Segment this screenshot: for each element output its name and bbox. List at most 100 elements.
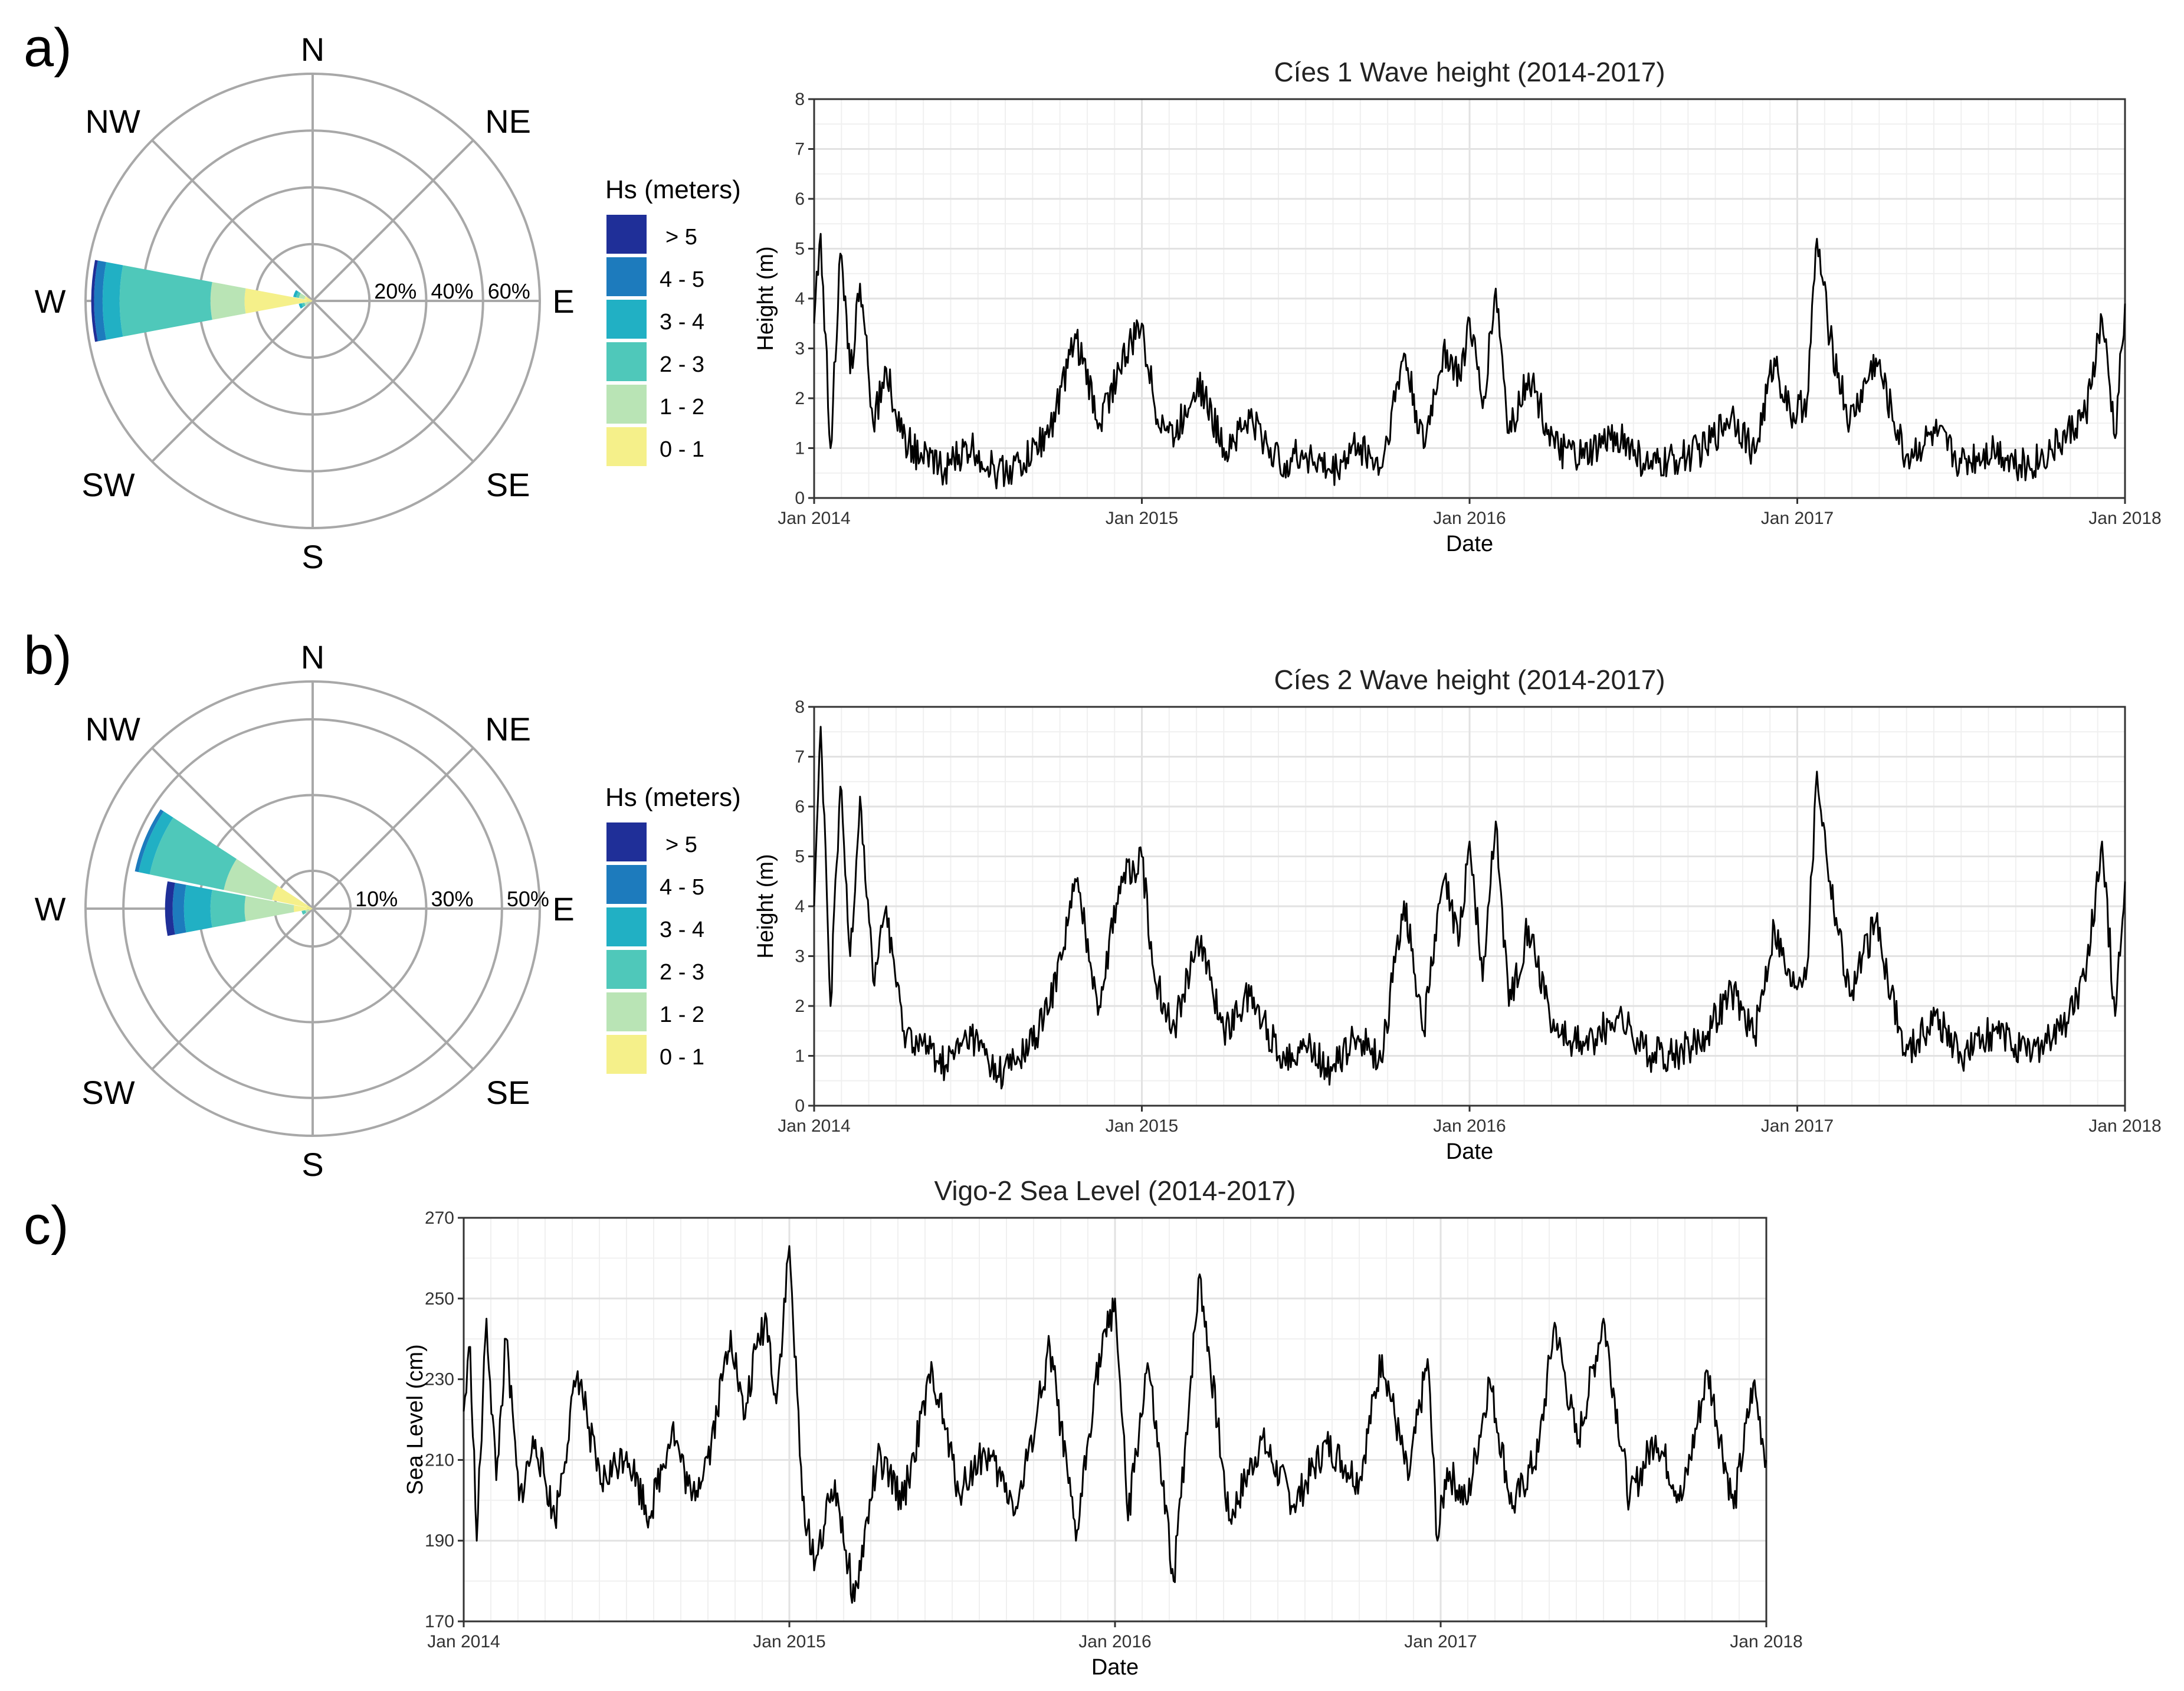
rose-ring-label: 10% [355, 887, 398, 911]
rose-spoke [151, 747, 314, 910]
y-tick-label: 7 [795, 748, 805, 767]
wave-height-chart-cies2: 0 1 2 3 4 5 6 7 8 Jan 2014 Jan 2015 Jan 2016 Jan 201… [753, 664, 2162, 1164]
rose-sector-w [210, 889, 246, 928]
compass-nw: NW [86, 710, 140, 748]
legend-label: 3 - 4 [660, 310, 704, 335]
series-line [813, 232, 2126, 490]
rose-spoke [311, 300, 474, 463]
legend-title: Hs (meters) [605, 783, 741, 812]
x-tick-label: Jan 2014 [778, 1116, 850, 1136]
x-tick-label: Jan 2014 [427, 1632, 500, 1651]
legend-swatch-gt5 [606, 215, 647, 254]
rose-spoke [151, 300, 314, 463]
legend-swatch-4-5 [606, 865, 647, 904]
rose-sector-wnw [149, 817, 237, 890]
legend-swatch-3-4 [606, 907, 647, 946]
legend-label: 0 - 1 [660, 1045, 704, 1070]
rose-spoke [311, 907, 474, 1070]
y-tick-label: 170 [425, 1612, 454, 1631]
legend-swatch-2-3 [606, 950, 647, 989]
legend-swatch-0-1 [606, 1035, 647, 1074]
y-tick-label: 2 [795, 997, 805, 1016]
x-tick-label: Jan 2018 [1730, 1632, 1802, 1651]
legend-label: 2 - 3 [660, 960, 704, 985]
y-tick-label: 250 [425, 1289, 454, 1309]
wave-height-chart-cies1: 0 1 2 3 4 5 6 7 8 Jan 2014 Jan 2015 Jan 2016 Jan 201… [753, 57, 2162, 556]
rose-sector-w [244, 288, 313, 314]
legend-label: 4 - 5 [660, 267, 704, 292]
sea-level-chart-vigo2: 170 190 210 230 250 270 Jan 2014 Jan 2015 Jan 20… [403, 1175, 1803, 1680]
rose-sector-w [102, 262, 123, 340]
y-tick-label: 8 [795, 90, 805, 109]
y-axis-title: Height (m) [753, 246, 778, 350]
rose-sector-wnw [138, 811, 173, 875]
panel-label-c: c) [24, 1195, 69, 1256]
legend-swatch-3-4 [606, 300, 647, 339]
y-tick-label: 5 [795, 240, 805, 259]
rose-ring-label: 40% [431, 279, 474, 303]
legend-b: Hs (meters) > 5 4 - 5 3 - 4 2 - 3 1 - 2 … [605, 783, 741, 1074]
rose-spoke [151, 907, 314, 1070]
rose-sector-wnw [299, 293, 306, 300]
compass-s: S [301, 1146, 323, 1183]
compass-e: E [552, 283, 574, 320]
rose-sector-wnw [135, 809, 164, 873]
panel-label-b: b) [24, 625, 72, 686]
compass-w: W [35, 283, 66, 320]
x-tick-label: Jan 2018 [2088, 509, 2161, 528]
rose-sector-w [119, 265, 212, 337]
legend-swatch-gt5 [606, 822, 647, 861]
x-tick-label: Jan 2017 [1404, 1632, 1477, 1651]
x-tick-label: Jan 2016 [1433, 509, 1506, 528]
legend-swatch-4-5 [606, 257, 647, 296]
legend-title: Hs (meters) [605, 175, 741, 204]
y-tick-label: 3 [795, 339, 805, 359]
chart-title: Vigo-2 Sea Level (2014-2017) [934, 1175, 1296, 1206]
rose-sector-wnw [271, 886, 313, 909]
y-tick-label: 1 [795, 1047, 805, 1066]
y-tick-label: 270 [425, 1208, 454, 1228]
legend-label: 4 - 5 [660, 875, 704, 900]
y-tick-label: 210 [425, 1450, 454, 1470]
y-tick-label: 8 [795, 697, 805, 717]
y-tick-label: 1 [795, 439, 805, 458]
y-tick-label: 3 [795, 947, 805, 966]
rose-sector-wsw [301, 910, 307, 915]
series-line [463, 1245, 1767, 1604]
plot-border [813, 98, 2126, 499]
series-line [813, 726, 2126, 1090]
rose-sector-wnw [293, 290, 299, 298]
compass-ne: NE [485, 103, 531, 140]
y-tick-label: 6 [795, 189, 805, 209]
compass-ne: NE [485, 710, 531, 748]
compass-e: E [552, 890, 574, 928]
x-tick-label: Jan 2016 [1433, 1116, 1506, 1136]
y-tick-label: 230 [425, 1370, 454, 1389]
y-tick-label: 4 [795, 289, 805, 309]
compass-nw: NW [86, 103, 140, 140]
rose-sector-w [183, 884, 212, 933]
rose-sector-w [172, 883, 186, 935]
compass-n: N [301, 638, 324, 676]
rose-sector-wnw [304, 296, 313, 301]
rose-sector-wsw [301, 302, 306, 307]
legend-label: > 5 [665, 833, 697, 857]
plot-border [463, 1217, 1767, 1623]
rose-sector-wnw [224, 858, 278, 900]
rose-sector-wsw [299, 303, 303, 309]
rose-spoke [311, 747, 474, 910]
y-tick-label: 5 [795, 847, 805, 867]
rose-sector-wnw [296, 291, 301, 299]
x-tick-label: Jan 2018 [2088, 1116, 2161, 1136]
y-tick-label: 6 [795, 797, 805, 817]
rose-ring-label: 20% [374, 279, 417, 303]
chart-title: Cíes 2 Wave height (2014-2017) [1274, 664, 1665, 695]
rose-sector-w [165, 881, 175, 936]
panel-label-a: a) [24, 18, 72, 78]
rose-sector-w [293, 905, 313, 912]
rose-ring-label: 60% [488, 279, 530, 303]
x-axis-title: Date [1446, 1139, 1493, 1164]
y-tick-label: 0 [795, 1096, 805, 1116]
compass-n: N [301, 31, 324, 68]
rose-ring-label: 50% [507, 887, 549, 911]
